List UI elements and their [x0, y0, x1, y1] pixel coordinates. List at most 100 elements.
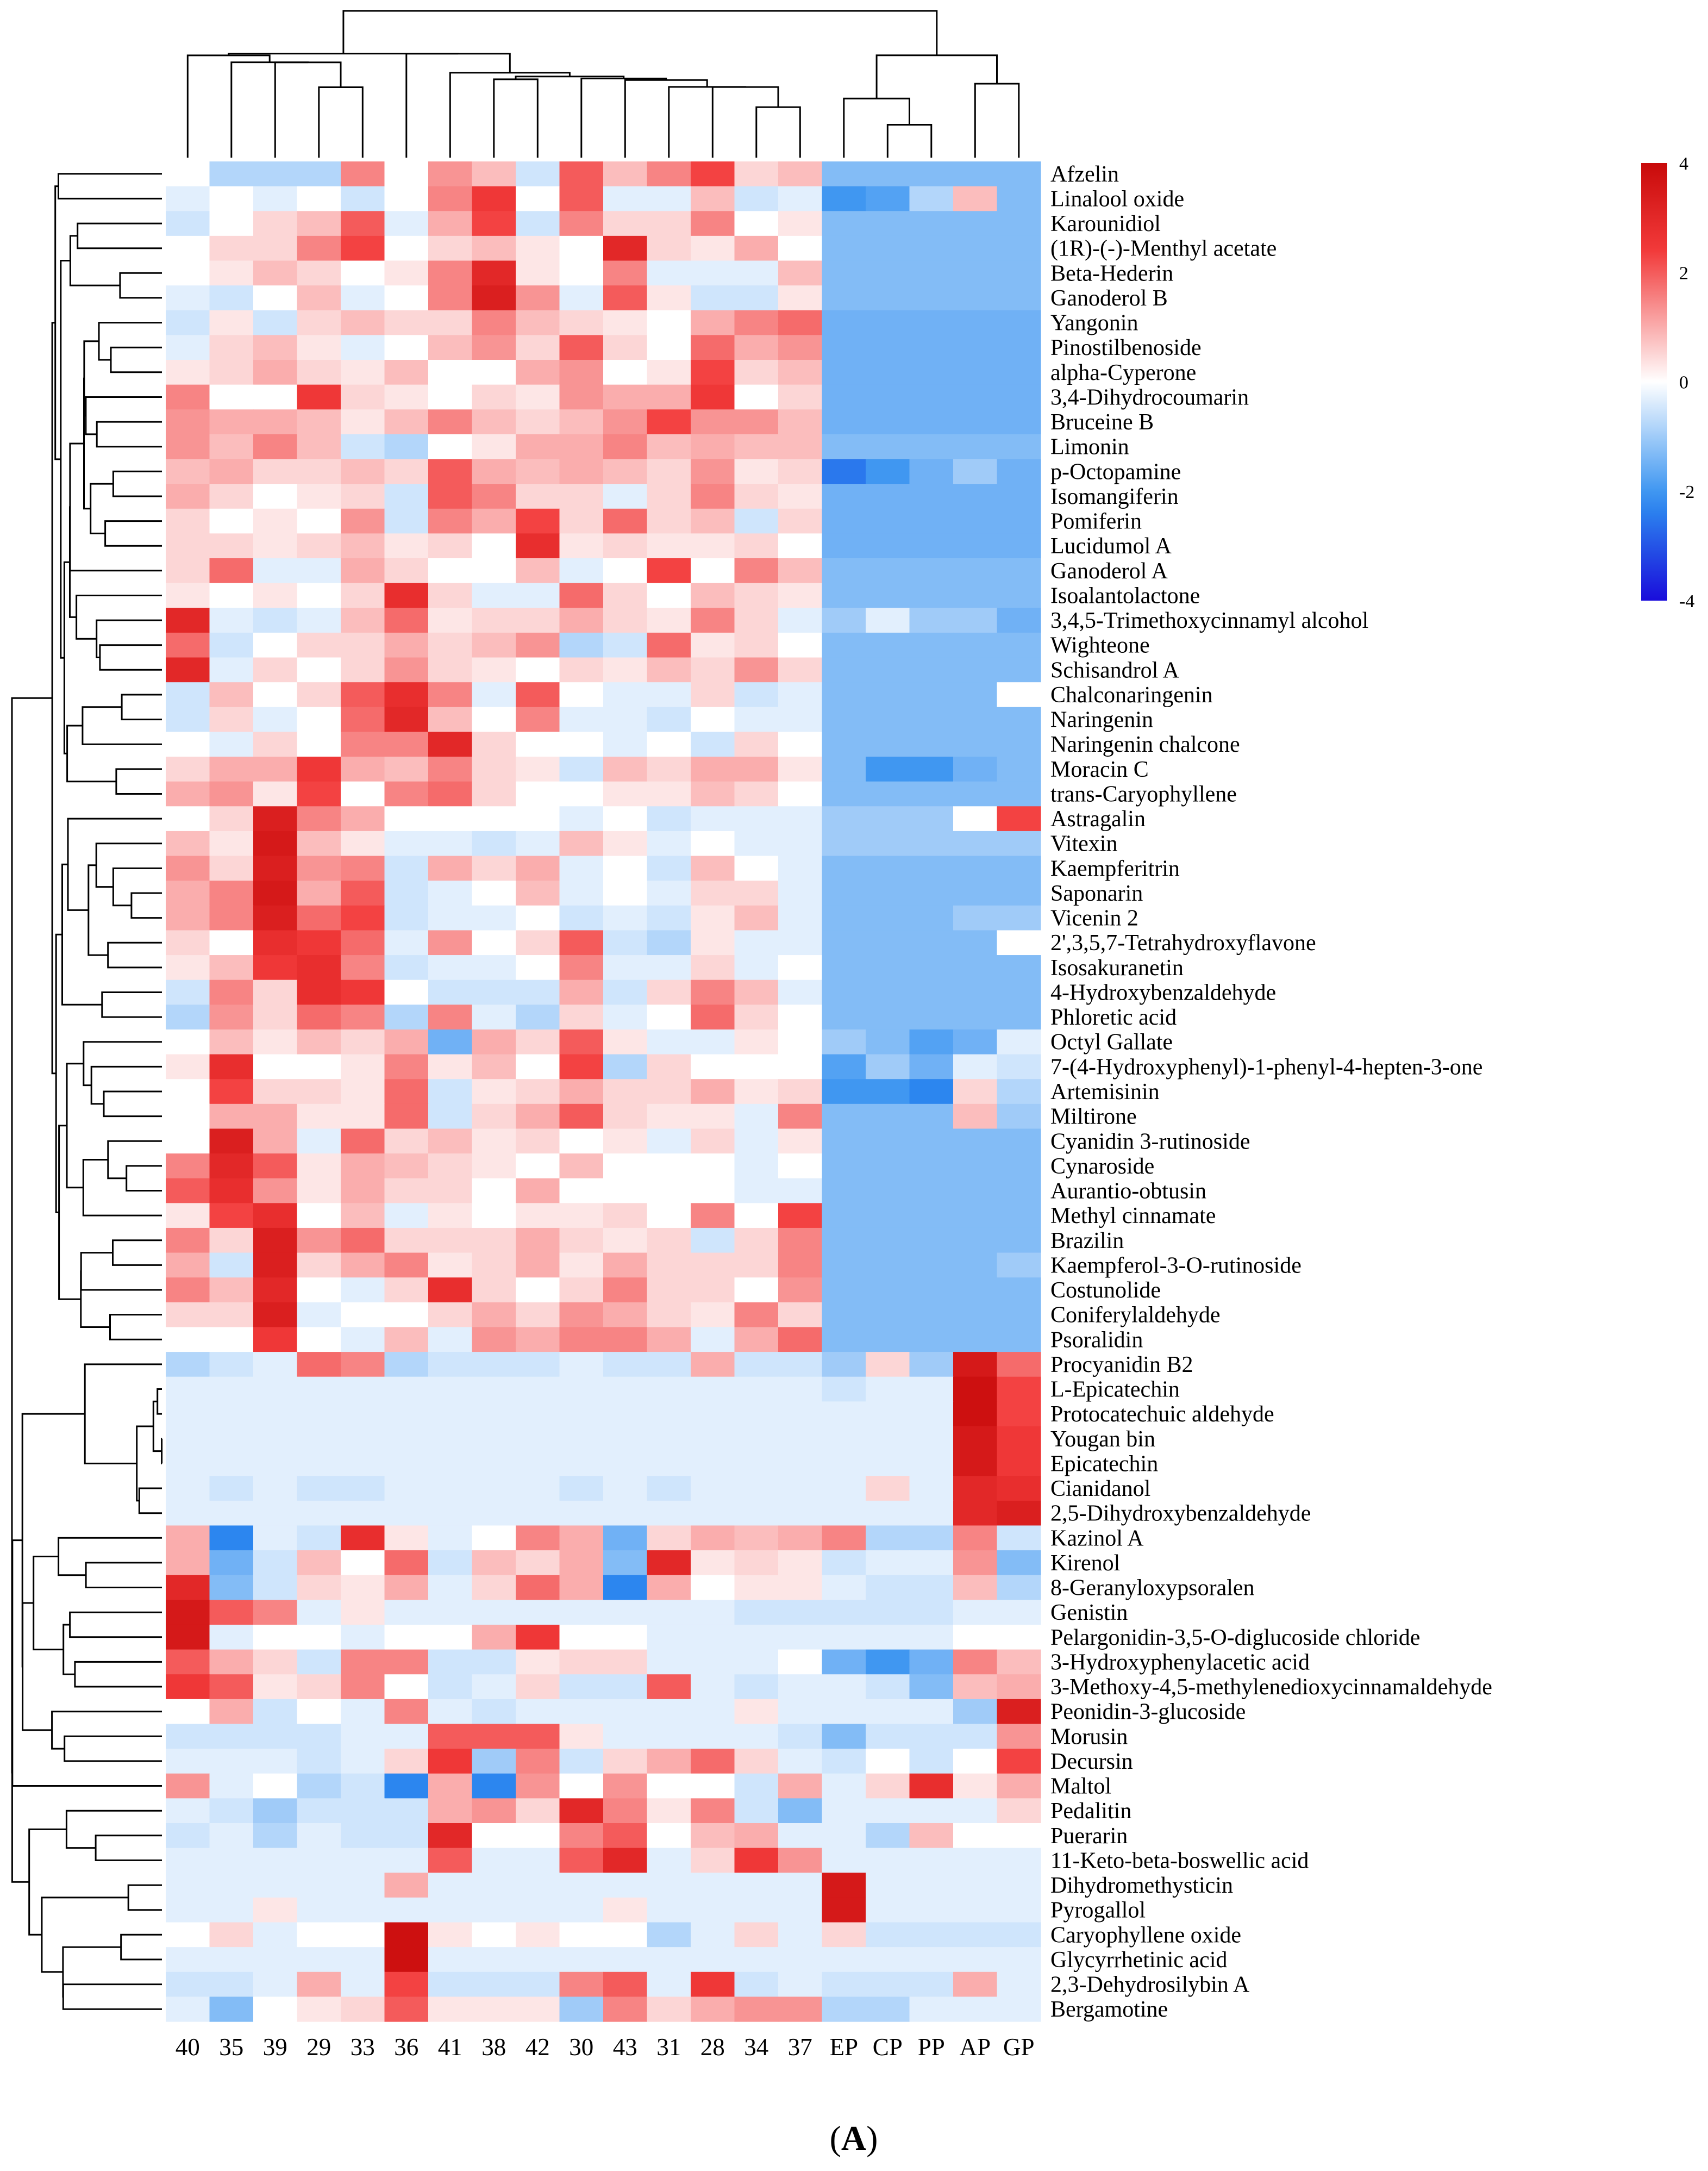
heatmap-cell [297, 1227, 341, 1253]
heatmap-cell [866, 335, 910, 360]
heatmap-cell [822, 707, 866, 733]
heatmap-cell [516, 409, 560, 435]
heatmap-cell [472, 905, 516, 931]
heatmap-cell [778, 1029, 823, 1055]
heatmap-cell [647, 1277, 691, 1303]
heatmap-cell [603, 1476, 648, 1501]
heatmap-cell [603, 1054, 648, 1080]
heatmap-cell [559, 1252, 604, 1278]
heatmap-cell [734, 1128, 779, 1154]
heatmap-cell [647, 657, 691, 683]
heatmap-cell [253, 980, 298, 1005]
row-dendrogram-branch [63, 561, 70, 754]
heatmap-cell [778, 1997, 823, 2022]
heatmap-cell [647, 1798, 691, 1824]
heatmap-cell [953, 1823, 998, 1849]
heatmap-cell [209, 360, 254, 385]
heatmap-cell [691, 1476, 735, 1501]
heatmap-cell [166, 1525, 210, 1551]
heatmap-cell [778, 930, 823, 956]
heatmap-cell [428, 1674, 473, 1700]
heatmap-cell [297, 757, 341, 782]
heatmap-cell [209, 1054, 254, 1080]
heatmap-cell [297, 632, 341, 658]
heatmap-cell [209, 459, 254, 484]
heatmap-cell [866, 1426, 910, 1452]
heatmap-cell [384, 384, 429, 410]
heatmap-cell [734, 856, 779, 881]
heatmap-cell [297, 1302, 341, 1328]
heatmap-cell [209, 1476, 254, 1501]
heatmap-cell [734, 1798, 779, 1824]
row-dendrogram-branch [54, 185, 61, 460]
heatmap-cell [603, 781, 648, 807]
heatmap-cell [909, 186, 954, 211]
heatmap-cell [297, 1749, 341, 1774]
heatmap-cell [866, 1600, 910, 1625]
row-label: Ganoderol A [1050, 559, 1168, 584]
row-dendrogram-branch [152, 1400, 162, 1452]
heatmap-cell [778, 235, 823, 261]
heatmap-cell [559, 707, 604, 733]
heatmap-cell [909, 1153, 954, 1179]
heatmap-cell [384, 1922, 429, 1948]
heatmap-cell [428, 1947, 473, 1973]
heatmap-cell [516, 558, 560, 584]
heatmap-cell [297, 1005, 341, 1030]
heatmap-cell [253, 1451, 298, 1476]
heatmap-cell [472, 856, 516, 881]
heatmap-cell [997, 806, 1041, 832]
heatmap-cell [297, 1575, 341, 1600]
heatmap-cell [384, 1600, 429, 1625]
heatmap-cell [647, 1575, 691, 1600]
heatmap-cell [997, 533, 1041, 559]
heatmap-cell [209, 1947, 254, 1973]
heatmap-cell [909, 409, 954, 435]
heatmap-cell [516, 533, 560, 559]
column-labels: 40 35 39 29 33 36 41 38 42 30 43 31 28 34 37 EP CP PP AP GP [176, 2033, 1035, 2061]
column-label: EP [830, 2033, 859, 2061]
heatmap-cell [647, 1972, 691, 1997]
heatmap-cell [953, 1079, 998, 1105]
heatmap-cell [516, 459, 560, 484]
heatmap-cell [559, 186, 604, 211]
heatmap-cell [603, 856, 648, 881]
heatmap-cell [384, 1947, 429, 1973]
heatmap-cell [297, 1823, 341, 1849]
heatmap-cell [603, 161, 648, 187]
heatmap-cell [822, 1079, 866, 1105]
heatmap-cell [647, 732, 691, 757]
heatmap-cell [472, 211, 516, 236]
heatmap-cell [428, 1575, 473, 1600]
heatmap-cell [428, 484, 473, 509]
heatmap-cell [909, 1476, 954, 1501]
heatmap-cell [997, 1476, 1041, 1501]
heatmap-cell [997, 905, 1041, 931]
heatmap-cell [603, 905, 648, 931]
heatmap-cell [997, 186, 1041, 211]
heatmap-cell [822, 1476, 866, 1501]
row-label: (1R)-(-)-Menthyl acetate [1050, 236, 1277, 261]
heatmap-cell [909, 1848, 954, 1873]
heatmap-cell [166, 434, 210, 460]
row-dendrogram-branch [96, 619, 162, 658]
heatmap-cell [909, 1947, 954, 1973]
heatmap-cell [472, 384, 516, 410]
heatmap-cell [866, 161, 910, 187]
heatmap-cell [866, 583, 910, 608]
heatmap-cell [691, 1823, 735, 1849]
heatmap-cell [384, 1079, 429, 1105]
heatmap-cell [428, 1649, 473, 1675]
row-dendrogram-branch [85, 396, 162, 435]
heatmap-cell [428, 1178, 473, 1203]
panel-letter: A [841, 2119, 866, 2157]
heatmap-cell [559, 1128, 604, 1154]
row-dendrogram-branch [61, 863, 102, 1006]
heatmap-cell [472, 360, 516, 385]
heatmap-cell [647, 1029, 691, 1055]
heatmap-cell [384, 1997, 429, 2022]
heatmap-cell [909, 856, 954, 881]
row-dendrogram-branch [107, 1140, 162, 1180]
heatmap-cell [909, 434, 954, 460]
heatmap-cell [691, 1897, 735, 1923]
